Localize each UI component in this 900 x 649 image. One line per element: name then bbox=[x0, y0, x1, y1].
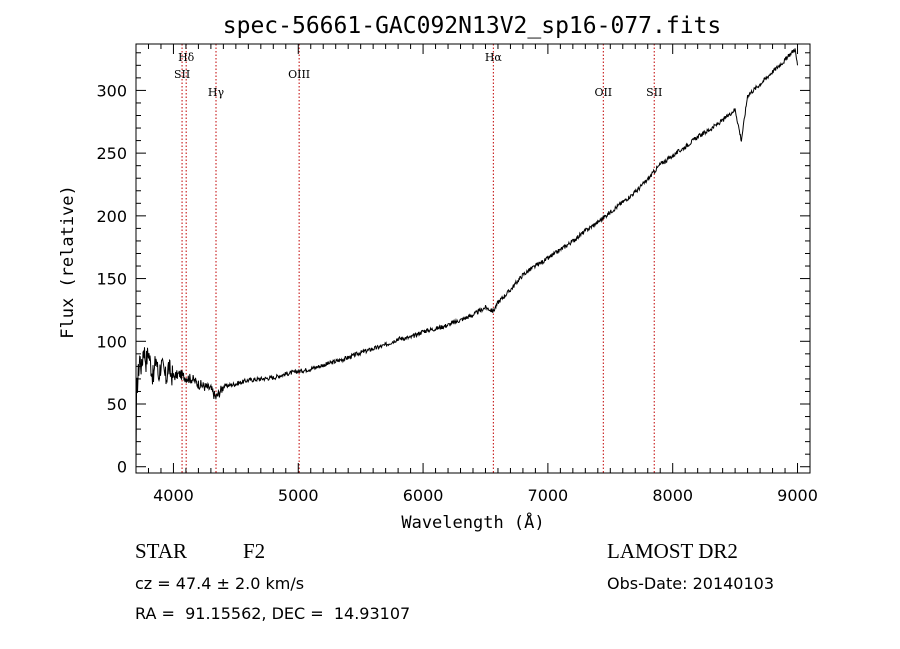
y-axis-label: Flux (relative) bbox=[58, 185, 78, 339]
y-tick-label-6: 300 bbox=[96, 81, 127, 100]
survey-name: LAMOST DR2 bbox=[607, 539, 738, 563]
object-class: STAR bbox=[135, 539, 187, 563]
x-tick-label-4: 8000 bbox=[652, 486, 693, 505]
object-subclass: F2 bbox=[243, 539, 266, 563]
x-tick-label-0: 4000 bbox=[153, 486, 194, 505]
ra-dec-coordinates: RA = 91.15562, DEC = 14.93107 bbox=[135, 604, 411, 623]
plot-frame bbox=[135, 43, 811, 474]
y-tick-label-0: 0 bbox=[117, 458, 127, 477]
line-label-2: Hγ bbox=[208, 86, 225, 99]
observation-date: Obs-Date: 20140103 bbox=[607, 574, 775, 593]
x-tick-label-5: 9000 bbox=[777, 486, 818, 505]
y-axis: 0 50 100 150 200 250 300 bbox=[96, 52, 810, 477]
x-tick-label-3: 7000 bbox=[528, 486, 569, 505]
y-tick-label-1: 50 bbox=[107, 395, 127, 414]
line-label-3: OIII bbox=[288, 68, 310, 81]
line-label-0: SII bbox=[174, 68, 190, 81]
x-tick-label-2: 6000 bbox=[403, 486, 444, 505]
x-axis: 4000 5000 6000 7000 8000 9000 bbox=[135, 44, 818, 505]
spectrum-chart: spec-56661-GAC092N13V2_sp16-077.fits SII… bbox=[58, 13, 818, 533]
y-tick-label-3: 150 bbox=[96, 270, 127, 289]
emission-line-labels: SII Hδ Hγ OIII Hα OII SII bbox=[174, 51, 662, 99]
line-label-4: Hα bbox=[485, 51, 503, 64]
chart-title: spec-56661-GAC092N13V2_sp16-077.fits bbox=[223, 13, 722, 39]
x-axis-label: Wavelength (Å) bbox=[401, 511, 544, 533]
x-tick-label-1: 5000 bbox=[278, 486, 319, 505]
y-tick-label-2: 100 bbox=[96, 332, 127, 351]
emission-line-markers bbox=[181, 44, 655, 473]
redshift-cz: cz = 47.4 ± 2.0 km/s bbox=[135, 574, 305, 593]
y-tick-label-5: 250 bbox=[96, 144, 127, 163]
line-label-5: OII bbox=[594, 86, 612, 99]
y-tick-label-4: 200 bbox=[96, 207, 127, 226]
line-label-6: SII bbox=[646, 86, 662, 99]
spectrum-line bbox=[135, 48, 798, 467]
line-label-1: Hδ bbox=[178, 51, 195, 64]
